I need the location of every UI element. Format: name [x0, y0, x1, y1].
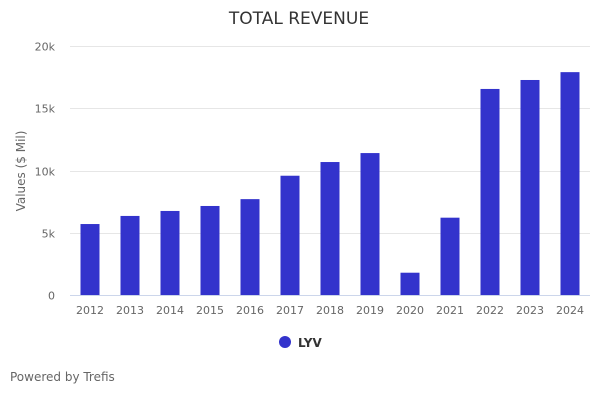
y-tick-label: 20k	[35, 41, 56, 54]
bar-2020[interactable]	[400, 272, 420, 295]
bar-2023[interactable]	[520, 79, 540, 296]
x-tick-label: 2016	[236, 304, 264, 317]
bar-2018[interactable]	[320, 162, 340, 295]
x-tick-label: 2015	[196, 304, 224, 317]
credit-text[interactable]: Powered by Trefis	[10, 370, 115, 384]
y-tick-label: 10k	[35, 166, 56, 179]
x-tick-label: 2019	[356, 304, 384, 317]
y-axis-label: Values ($ Mil)	[14, 131, 28, 212]
bars	[80, 72, 580, 296]
x-tick-label: 2022	[476, 304, 504, 317]
legend-label-lyv[interactable]: LYV	[298, 336, 322, 350]
bar-2013[interactable]	[120, 215, 140, 295]
x-axis-ticks: 2012 2013 2014 2015 2016 2017 2018 2019 2020 2021…	[76, 304, 584, 317]
x-tick-label: 2020	[396, 304, 424, 317]
bar-2021[interactable]	[440, 217, 460, 295]
bar-2017[interactable]	[280, 175, 300, 295]
x-tick-label: 2013	[116, 304, 144, 317]
bar-2016[interactable]	[240, 199, 260, 295]
bar-2012[interactable]	[80, 224, 100, 295]
legend[interactable]: LYV	[279, 336, 322, 350]
bar-2022[interactable]	[480, 88, 500, 295]
bar-2019[interactable]	[360, 153, 380, 295]
chart-title: TOTAL REVENUE	[228, 9, 369, 29]
bar-2015[interactable]	[200, 205, 220, 295]
y-tick-label: 15k	[35, 103, 56, 116]
bar-2014[interactable]	[160, 210, 180, 295]
bar-2024[interactable]	[560, 72, 580, 296]
x-tick-label: 2021	[436, 304, 464, 317]
x-tick-label: 2018	[316, 304, 344, 317]
x-tick-label: 2024	[556, 304, 584, 317]
x-tick-label: 2012	[76, 304, 104, 317]
y-tick-label: 0	[48, 290, 55, 303]
y-tick-label: 5k	[42, 228, 56, 241]
legend-marker-lyv	[279, 336, 291, 348]
y-axis-ticks: 0 5k 10k 15k 20k	[35, 41, 56, 303]
x-tick-label: 2023	[516, 304, 544, 317]
x-tick-label: 2017	[276, 304, 304, 317]
x-tick-label: 2014	[156, 304, 184, 317]
